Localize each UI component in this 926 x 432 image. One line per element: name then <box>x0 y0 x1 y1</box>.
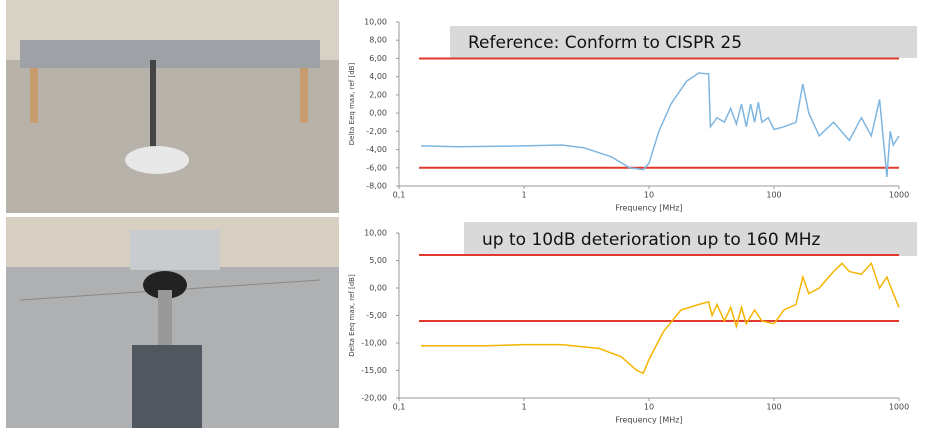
y-tick-label: -4,00 <box>366 145 387 154</box>
x-tick-label: 10 <box>644 191 654 200</box>
y-tick-label: 5,00 <box>369 256 387 265</box>
y-tick-label: -8,00 <box>366 182 387 191</box>
photo-bottom <box>6 217 339 428</box>
x-tick-label: 0,1 <box>393 191 406 200</box>
chart: -20,00 -15,00 -10,00 -5,00 0,00 5,00 10,00 0,1 1… <box>348 222 917 425</box>
y-tick-label: -10,00 <box>361 339 387 348</box>
y-tick-label: 10,00 <box>364 229 387 238</box>
page: -8,00 -6,00 -4,00 -2,00 0,00 2,00 4,00 6,00 8,00… <box>0 0 926 432</box>
y-tick-label: -20,00 <box>361 394 387 403</box>
line-series <box>421 73 899 177</box>
x-tick-label: 1000 <box>889 191 909 200</box>
figure: -8,00 -6,00 -4,00 -2,00 0,00 2,00 4,00 6,00 8,00… <box>0 0 926 428</box>
y-tick-label: 8,00 <box>369 36 387 45</box>
y-tick-label: -15,00 <box>361 366 387 375</box>
x-tick-label: 1 <box>521 403 526 412</box>
x-tick-label: 100 <box>766 403 781 412</box>
y-tick-label: 0,00 <box>369 109 387 118</box>
x-tick-label: 1000 <box>889 403 909 412</box>
y-tick-label: 6,00 <box>369 54 387 63</box>
x-tick-label: 1 <box>521 191 526 200</box>
y-tick-label: -6,00 <box>366 163 387 172</box>
y-tick-label: 10,00 <box>364 18 387 27</box>
chart-title: Reference: Conform to CISPR 25 <box>468 33 742 53</box>
chart: -8,00 -6,00 -4,00 -2,00 0,00 2,00 4,00 6,00 8,00… <box>348 18 917 213</box>
y-tick-label: 0,00 <box>369 284 387 293</box>
y-tick-label: -2,00 <box>366 127 387 136</box>
line-series <box>421 263 899 373</box>
chart-title: up to 10dB deterioration up to 160 MHz <box>482 230 821 250</box>
y-tick-label: 2,00 <box>369 90 387 99</box>
y-axis-label: Delta Eeq max, ref [dB] <box>348 274 356 357</box>
y-tick-label: 4,00 <box>369 72 387 81</box>
photo-top <box>6 0 339 213</box>
x-tick-label: 0,1 <box>393 403 406 412</box>
x-axis-label: Frequency [MHz] <box>615 204 682 213</box>
x-axis-label: Frequency [MHz] <box>615 416 682 425</box>
x-tick-label: 100 <box>766 191 781 200</box>
y-tick-label: -5,00 <box>366 311 387 320</box>
y-axis-label: Delta Eeq max, ref [dB] <box>348 63 356 146</box>
x-tick-label: 10 <box>644 403 654 412</box>
